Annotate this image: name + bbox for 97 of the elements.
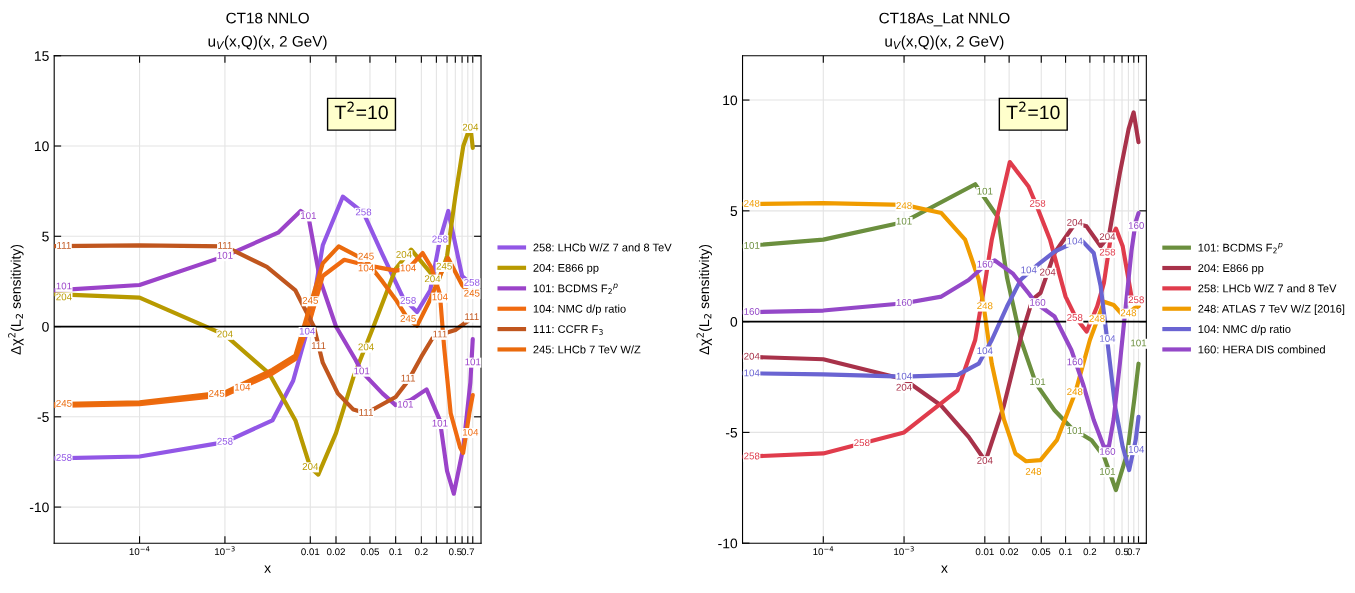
annotation: T$^{2}$=10 bbox=[1006, 101, 1060, 120]
x-tick-label: 0.1 bbox=[1059, 548, 1072, 556]
y-tick-label: 10 bbox=[723, 95, 738, 106]
annotation: 248 bbox=[1120, 309, 1137, 317]
annotation: T$^{2}$=10 bbox=[334, 101, 388, 120]
x-tick-label: 0.02 bbox=[1000, 548, 1019, 556]
annotation: 104 bbox=[432, 293, 448, 301]
x-tick-label: 0.02 bbox=[326, 548, 345, 556]
x-tick-label: 0.05 bbox=[360, 548, 380, 556]
annotation: 160 bbox=[1100, 448, 1116, 455]
y-axis-title: Δχ$^{2}$(L$_{2}$ sensitivity) bbox=[8, 244, 24, 355]
legend-label: 111: CCFR F$_{3}$ bbox=[533, 325, 603, 335]
chart-subtitle: u$_{V}$(x,Q)(x, 2 GeV) bbox=[885, 35, 1004, 50]
annotation: 258 bbox=[744, 452, 760, 460]
legend-label: 245: LHCb 7 TeV W/Z bbox=[533, 345, 641, 354]
annotation: 258 bbox=[1128, 296, 1144, 304]
annotation: 101 bbox=[432, 419, 448, 427]
annotation: 104 bbox=[234, 383, 251, 391]
y-tick-label: 10 bbox=[34, 141, 49, 152]
annotation: 204 bbox=[1040, 268, 1056, 276]
x-tick-label: 0.01 bbox=[975, 548, 994, 556]
annotation: 101 bbox=[56, 282, 72, 290]
annotation: 258 bbox=[1099, 248, 1116, 256]
legend-label: 101: BCDMS F$_{2}$$^{p}$ bbox=[1198, 242, 1283, 254]
annotation: 245 bbox=[209, 389, 225, 397]
legend-label: 204: E866 pp bbox=[1198, 264, 1264, 275]
x-tick-label: 10$^{−4}$ bbox=[813, 546, 834, 556]
annotation: 245 bbox=[436, 262, 452, 270]
x-axis-title: x bbox=[264, 565, 271, 573]
legend-label: 248: ATLAS 7 TeV W/Z [2016] bbox=[1198, 304, 1345, 315]
y-axis-title: Δχ$^{2}$(L$_{2}$ sensitivity) bbox=[696, 244, 712, 355]
chart-title: CT18As_Lat NNLO bbox=[879, 12, 1010, 27]
y-tick-label: -10 bbox=[718, 538, 738, 549]
annotation: 104 bbox=[1021, 266, 1037, 274]
annotation: 101 bbox=[1131, 339, 1147, 347]
annotation: 104 bbox=[744, 369, 760, 377]
x-tick-label: 10$^{−3}$ bbox=[215, 546, 235, 556]
y-tick-label: -10 bbox=[29, 502, 49, 513]
y-tick-label: -5 bbox=[725, 427, 738, 438]
x-tick-label: 0.7 bbox=[461, 548, 475, 556]
x-tick-label: 10$^{−4}$ bbox=[129, 546, 150, 556]
legend-label: 258: LHCb W/Z 7 and 8 TeV bbox=[1198, 284, 1337, 293]
annotation: 160 bbox=[1067, 358, 1083, 366]
annotation: 101 bbox=[465, 358, 481, 366]
annotation: 160 bbox=[1128, 222, 1144, 229]
x-tick-label: 0.01 bbox=[301, 548, 320, 556]
annotation: 245 bbox=[358, 252, 374, 260]
annotation: 204 bbox=[424, 275, 441, 283]
annotation: 101 bbox=[1100, 468, 1116, 475]
annotation: 104 bbox=[977, 347, 993, 355]
legend-label: 104: NMC d/p ratio bbox=[533, 304, 626, 315]
annotation: 101 bbox=[398, 400, 414, 408]
legend-label: 258: LHCb W/Z 7 and 8 TeV bbox=[533, 243, 672, 252]
annotation: 101 bbox=[977, 187, 993, 195]
annotation: 248 bbox=[1089, 315, 1105, 323]
chart-subtitle: u$_{V}$(x,Q)(x, 2 GeV) bbox=[208, 35, 327, 50]
annotation: 104 bbox=[462, 428, 479, 436]
y-tick-label: 15 bbox=[34, 51, 49, 61]
annotation: 204 bbox=[358, 343, 374, 351]
legend-label: 160: HERA DIS combined bbox=[1198, 345, 1325, 354]
annotation: 111 bbox=[57, 242, 71, 249]
legend-label: 101: BCDMS F$_{2}$$^{p}$ bbox=[533, 283, 618, 295]
annotation: 101 bbox=[744, 242, 760, 249]
x-tick-label: 0.05 bbox=[1032, 548, 1051, 556]
annotation: 204 bbox=[56, 293, 72, 301]
x-tick-label: 0.5 bbox=[448, 548, 462, 556]
x-tick-label: 0.5 bbox=[1115, 548, 1129, 556]
annotation: 104 bbox=[358, 264, 374, 272]
annotation: 258 bbox=[400, 297, 416, 304]
annotation: 258 bbox=[854, 439, 870, 447]
chart-title: CT18 NNLO bbox=[226, 12, 309, 24]
x-tick-label: 0.7 bbox=[1127, 548, 1141, 556]
x-tick-label: 10$^{−3}$ bbox=[894, 546, 914, 556]
annotation: 101 bbox=[1067, 427, 1083, 434]
y-tick-label: 0 bbox=[730, 316, 738, 327]
legend-label: 104: NMC d/p ratio bbox=[1198, 324, 1291, 336]
x-axis-title: x bbox=[941, 565, 948, 573]
annotation: 248 bbox=[744, 199, 760, 207]
annotation: 204 bbox=[396, 250, 412, 258]
annotation: 204 bbox=[896, 383, 912, 391]
annotation: 104 bbox=[1128, 445, 1145, 453]
annotation: 111 bbox=[311, 342, 326, 349]
x-tick-label: 0.1 bbox=[389, 548, 402, 556]
y-tick-label: -5 bbox=[37, 412, 49, 422]
annotation: 248 bbox=[1025, 468, 1042, 475]
y-tick-label: 5 bbox=[42, 231, 49, 242]
x-tick-label: 0.2 bbox=[414, 548, 428, 556]
annotation: 245 bbox=[56, 399, 72, 407]
annotation: 160 bbox=[744, 308, 760, 315]
x-tick-label: 0.2 bbox=[1083, 548, 1097, 556]
annotation: 245 bbox=[302, 297, 318, 304]
annotation: 104 bbox=[299, 327, 316, 335]
annotation: 258 bbox=[56, 454, 72, 461]
legend-label: 204: E866 pp bbox=[533, 263, 599, 275]
annotation: 204 bbox=[744, 352, 760, 360]
y-tick-label: 5 bbox=[730, 206, 738, 217]
y-tick-label: 0 bbox=[42, 321, 49, 332]
